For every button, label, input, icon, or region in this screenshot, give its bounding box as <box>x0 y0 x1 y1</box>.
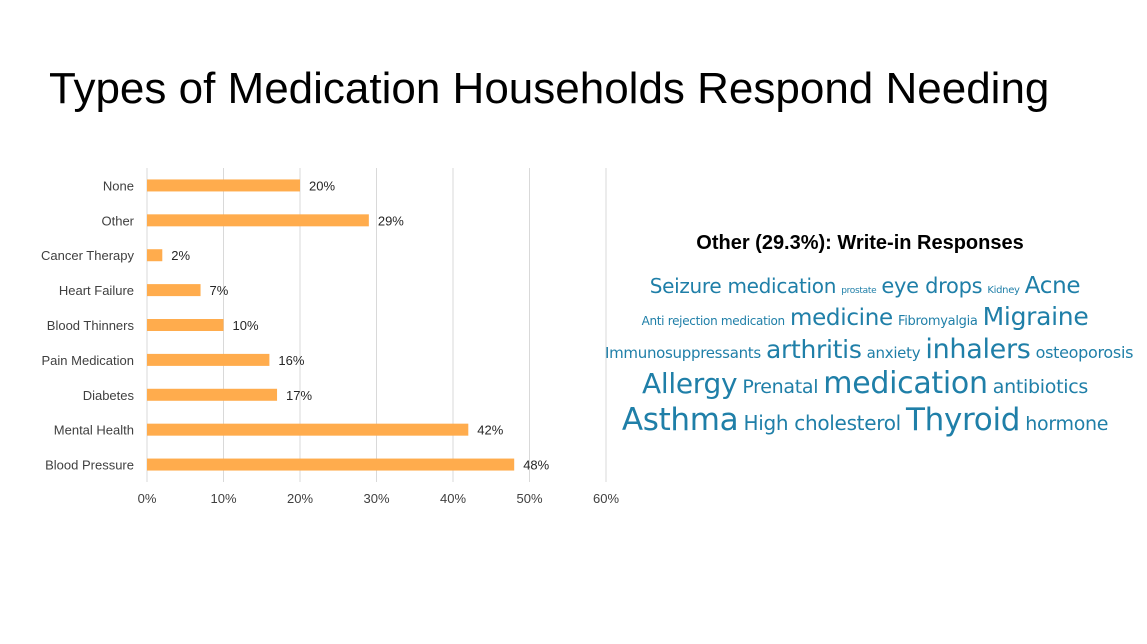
word-cloud-word: Asthma <box>621 402 739 438</box>
x-tick-label: 50% <box>516 491 542 506</box>
category-label: Heart Failure <box>59 283 134 298</box>
word-cloud-word: medicine <box>789 305 893 331</box>
data-label: 10% <box>233 318 259 333</box>
x-tick-label: 20% <box>287 491 313 506</box>
category-label: Mental Health <box>54 423 134 438</box>
word-cloud-word: arthritis <box>766 335 862 364</box>
word-cloud-line: Allergy Prenatal medication antibiotics <box>605 369 1125 399</box>
category-label: None <box>103 178 134 193</box>
slide-title: Types of Medication Households Respond N… <box>49 64 1050 113</box>
bar <box>147 458 515 471</box>
bar <box>147 284 201 297</box>
x-tick-label: 10% <box>210 491 236 506</box>
data-label: 29% <box>378 213 404 228</box>
data-label: 16% <box>278 353 304 368</box>
word-cloud-word: High cholesterol <box>743 411 901 435</box>
word-cloud-title: Other (29.3%): Write-in Responses <box>696 232 1024 254</box>
word-cloud-word: inhalers <box>925 334 1031 365</box>
word-cloud-word: Acne <box>1024 273 1081 299</box>
bar-chart: 0% 10% 20% 30% 40% 50% 60% None 20% Other 29% Cance… <box>41 168 619 506</box>
bar <box>147 249 163 262</box>
data-label: 48% <box>523 458 549 473</box>
word-cloud-line: Immunosuppressants arthritis anxiety inh… <box>605 334 1133 365</box>
category-label: Blood Thinners <box>47 318 135 333</box>
data-label: 20% <box>309 178 335 193</box>
bar <box>147 423 469 436</box>
category-label: Other <box>101 213 134 228</box>
word-cloud-line: Seizure medication prostate eye drops Ki… <box>605 275 1125 298</box>
category-label: Pain Medication <box>42 353 135 368</box>
word-cloud-word: medication <box>823 366 988 401</box>
word-cloud-word: prostate <box>841 286 877 296</box>
data-label: 42% <box>477 423 503 438</box>
word-cloud-word: anxiety <box>866 344 921 362</box>
word-cloud-word: Kidney <box>987 285 1020 296</box>
x-tick-label: 40% <box>440 491 466 506</box>
word-cloud-word: eye drops <box>881 274 983 298</box>
category-label: Blood Pressure <box>45 458 134 473</box>
bar <box>147 353 270 366</box>
word-cloud-word: Immunosuppressants <box>605 344 761 362</box>
data-label: 2% <box>171 248 190 263</box>
word-cloud: Seizure medication prostate eye drops Ki… <box>605 275 1133 442</box>
category-label: Cancer Therapy <box>41 248 134 263</box>
word-cloud-word: Anti rejection medication <box>641 314 786 328</box>
bar <box>147 179 300 192</box>
word-cloud-line: Anti rejection medication medicine Fibro… <box>605 304 1125 330</box>
word-cloud-word: Migraine <box>982 302 1089 331</box>
word-cloud-word: Fibromyalgia <box>897 314 978 329</box>
x-tick-label: 0% <box>138 491 157 506</box>
x-tick-label: 30% <box>363 491 389 506</box>
bar <box>147 214 369 227</box>
word-cloud-word: Thyroid <box>906 402 1021 438</box>
word-cloud-line: Asthma High cholesterol Thyroid hormone <box>605 405 1125 436</box>
word-cloud-word: hormone <box>1025 413 1109 435</box>
data-label: 17% <box>286 388 312 403</box>
bar <box>147 319 224 331</box>
x-tick-label: 60% <box>593 491 619 506</box>
bar <box>147 388 278 401</box>
word-cloud-word: Prenatal <box>742 376 819 398</box>
word-cloud-word: osteoporosis <box>1035 343 1134 362</box>
word-cloud-word: Seizure medication <box>649 274 837 298</box>
data-label: 7% <box>210 283 229 298</box>
category-label: Diabetes <box>83 388 135 403</box>
word-cloud-word: antibiotics <box>992 376 1088 398</box>
word-cloud-word: Allergy <box>642 367 738 400</box>
